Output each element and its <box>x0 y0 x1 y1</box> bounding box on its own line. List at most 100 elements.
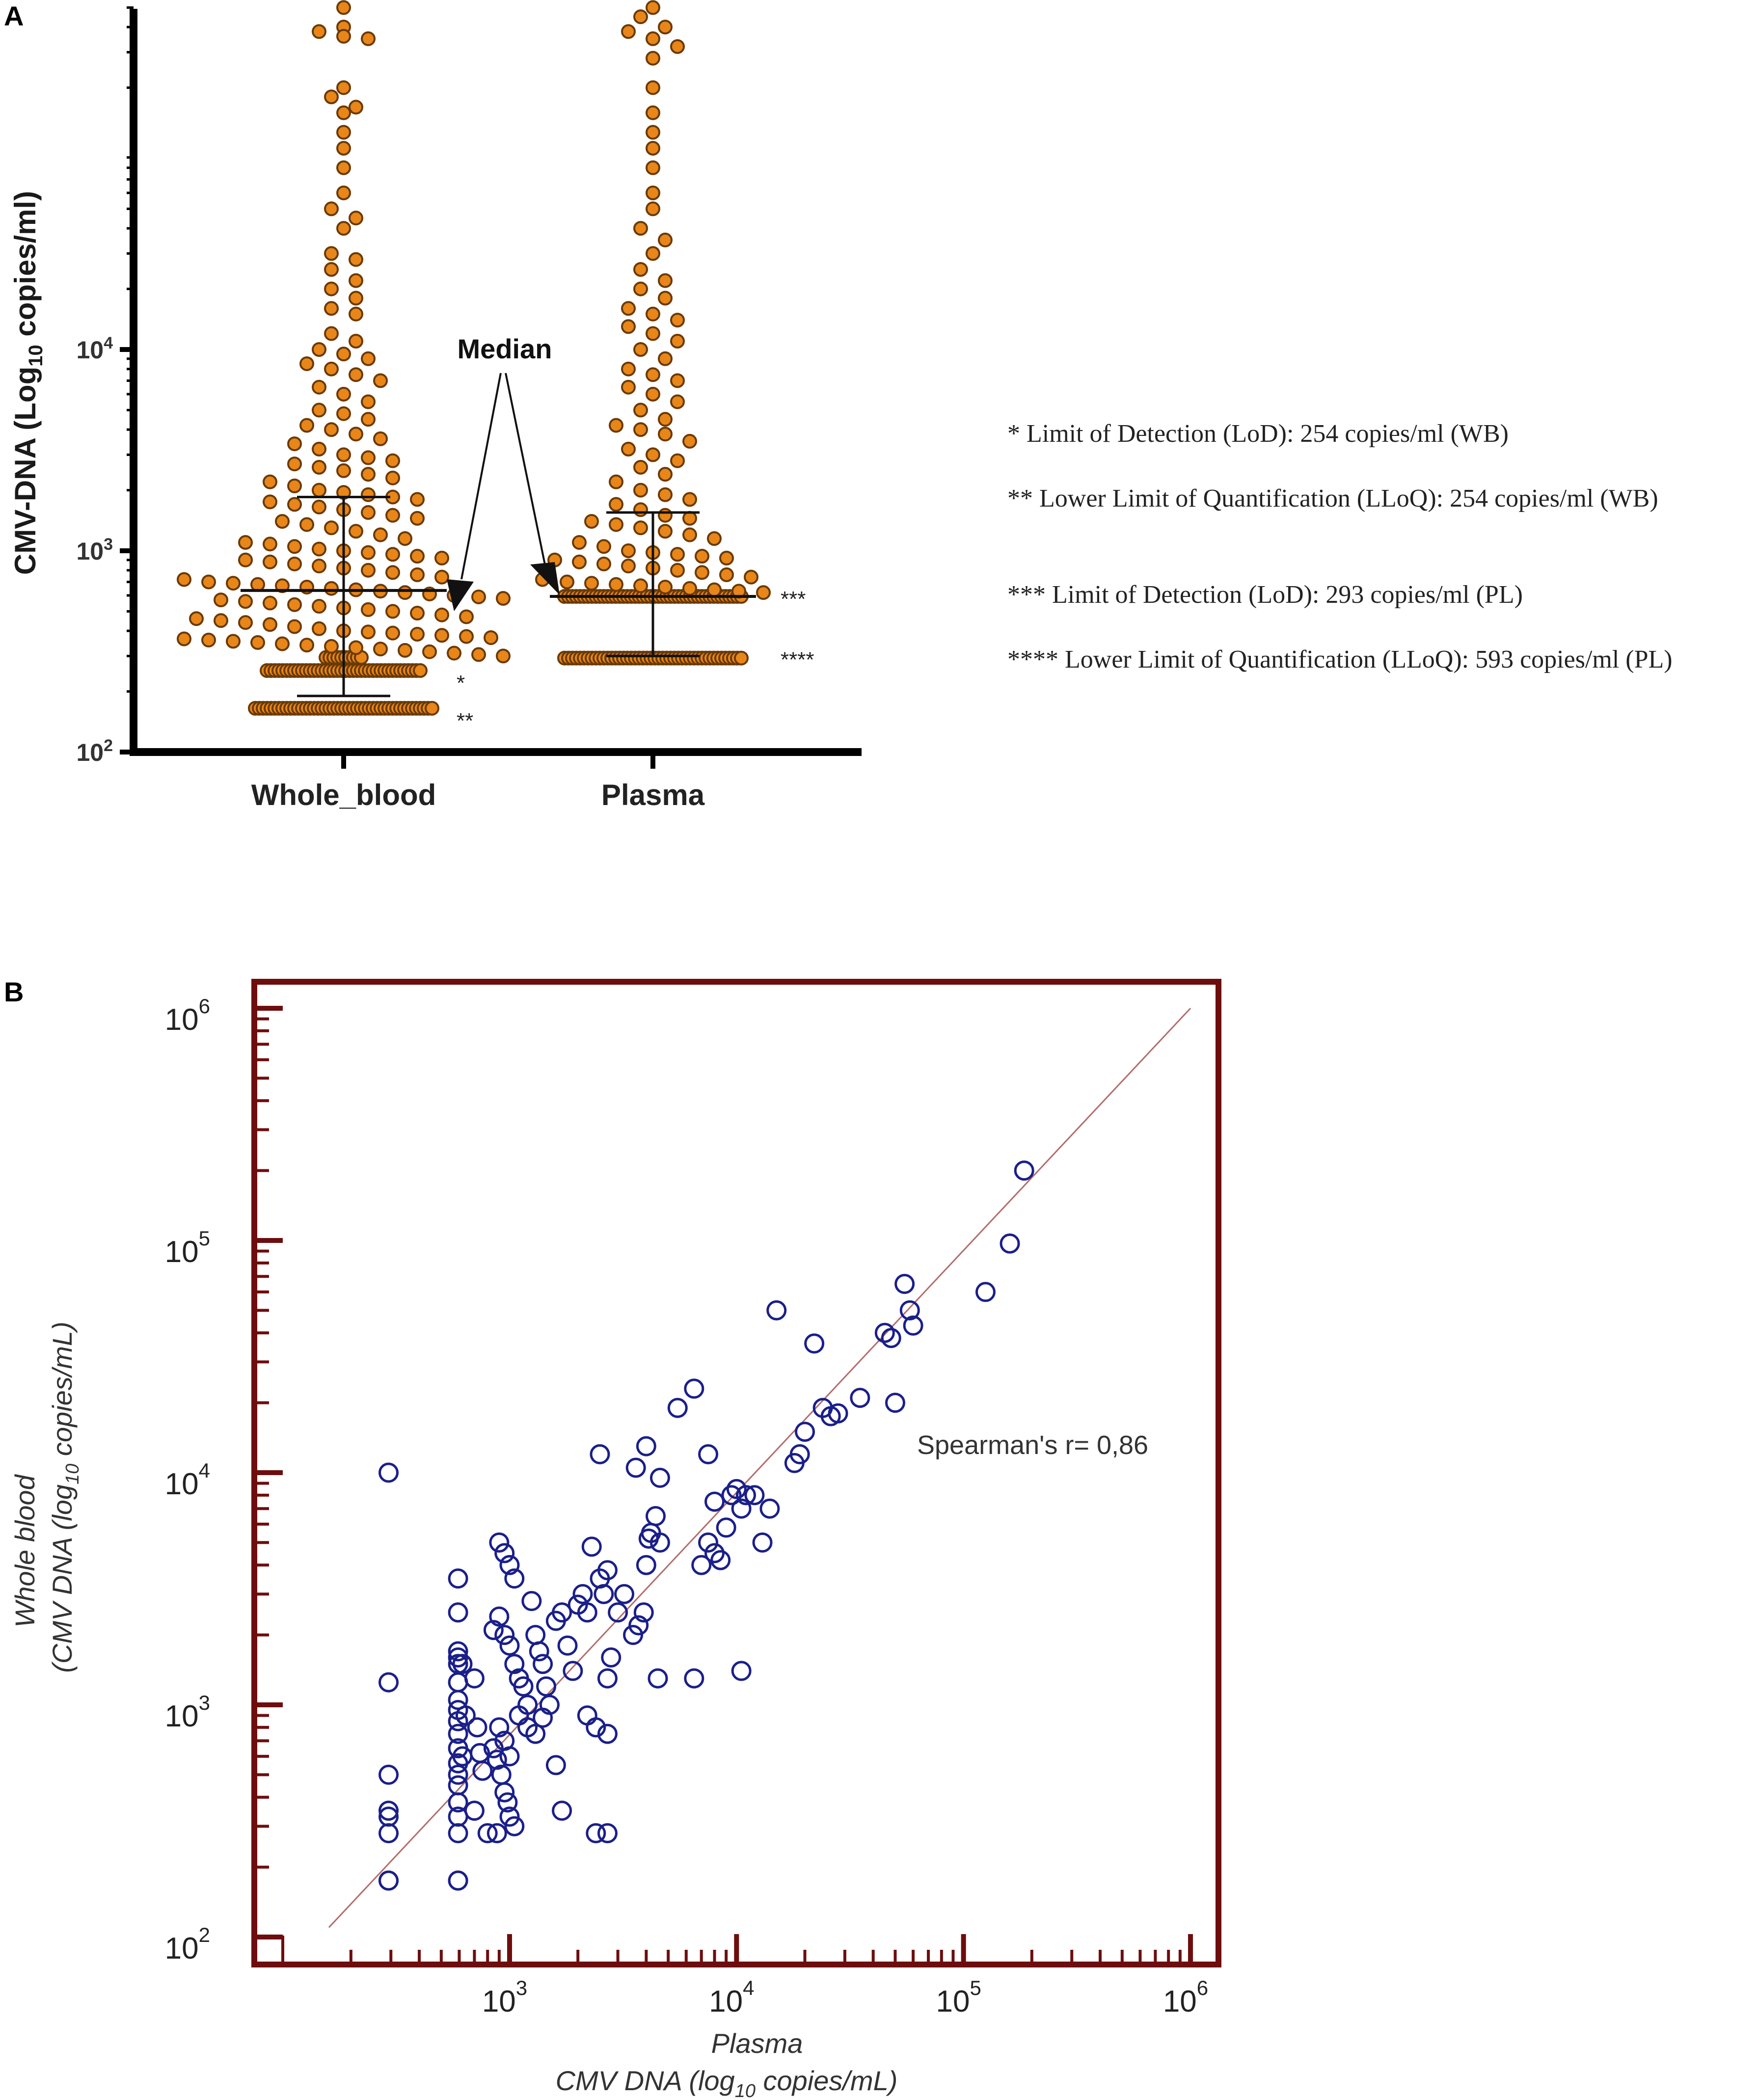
panel-a-data-point <box>361 450 376 465</box>
panel-a-data-point <box>312 379 326 395</box>
panel-b-data-point <box>881 1328 901 1348</box>
panel-a-data-point <box>425 700 439 716</box>
panel-a-data-point <box>658 524 673 539</box>
panel-a-note: * Limit of Detection (LoD): 254 copies/m… <box>1007 420 1509 448</box>
panel-b-data-point <box>448 1690 468 1710</box>
panel-a-data-point <box>238 615 253 630</box>
panel-a-data-point <box>633 281 648 296</box>
panel-a-data-point <box>719 550 734 565</box>
panel-b-data-point <box>378 1764 399 1785</box>
panel-a-data-point <box>336 447 351 462</box>
panel-b-data-point <box>504 1568 525 1589</box>
panel-a-data-point <box>324 301 339 316</box>
panel-a-data-point <box>201 632 216 647</box>
panel-a-data-point <box>633 459 648 475</box>
panel-b-data-point <box>448 1870 468 1891</box>
panel-b-data-point <box>795 1422 815 1442</box>
panel-a-y-axis-label: CMV-DNA (Log10 copies/ml) <box>9 191 47 575</box>
panel-b-data-point <box>789 1444 810 1465</box>
panel-a-data-point <box>349 427 363 442</box>
panel-a-data-point <box>287 597 302 612</box>
panel-a-median-arrowhead <box>447 579 474 611</box>
panel-a-data-point <box>609 418 623 433</box>
panel-a-data-point <box>177 631 191 646</box>
panel-a-data-point <box>275 578 290 593</box>
panel-a-lod-marker: * <box>457 671 465 695</box>
panel-a-data-point <box>373 431 388 446</box>
panel-b-data-point <box>513 1676 534 1697</box>
panel-a-series-whole_blood: *** <box>177 0 511 733</box>
panel-b-data-point <box>645 1506 666 1526</box>
panel-a-data-point <box>756 585 771 600</box>
panel-a-data-point <box>744 569 758 585</box>
panel-a-data-point <box>434 550 449 565</box>
panel-a-data-point <box>336 28 351 44</box>
panel-b-fit-line <box>328 1007 1191 1928</box>
panel-b: B 102 103 104 105 106 103 104 105 106 Spearman's r… <box>4 976 1221 2100</box>
panel-a-data-point <box>621 441 636 457</box>
panel-a-data-point <box>336 185 351 200</box>
panel-a-data-point <box>633 262 648 277</box>
panel-a-data-point <box>410 549 425 564</box>
panel-b-data-point <box>378 1462 399 1483</box>
panel-a-data-point <box>682 492 697 507</box>
panel-a-data-point <box>324 246 339 261</box>
panel-a-data-point <box>707 582 722 597</box>
panel-a-data-point <box>214 592 228 608</box>
panel-b-data-point <box>874 1322 895 1343</box>
panel-a-data-point <box>646 246 660 261</box>
panel-b-data-point <box>472 1760 493 1781</box>
panel-a-data-point <box>299 356 314 371</box>
panel-b-data-point <box>721 1485 742 1506</box>
panel-a-data-point <box>177 572 191 587</box>
panel-a-data-point <box>609 517 623 532</box>
panel-b-data-point <box>766 1300 787 1320</box>
panel-a-data-point <box>361 545 376 560</box>
panel-b-data-point <box>636 1436 656 1456</box>
panel-a-data-point <box>361 31 376 46</box>
panel-b-data-point <box>636 1555 656 1575</box>
panel-a-data-point <box>324 201 339 216</box>
panel-a-data-point <box>621 559 636 574</box>
panel-a-data-point <box>361 467 376 482</box>
panel-a-data-point <box>373 373 388 388</box>
panel-b-data-point <box>378 1823 399 1843</box>
panel-a-median-annotation: Median <box>447 333 560 611</box>
panel-a-data-point <box>361 624 376 640</box>
panel-a-data-point <box>324 520 339 536</box>
panel-b-data-point <box>594 1584 614 1604</box>
panel-a-data-point <box>633 342 648 357</box>
panel-b-data-point <box>648 1668 668 1689</box>
panel-b-data-point <box>378 1801 399 1821</box>
panel-b-data-point <box>759 1498 780 1519</box>
panel-b-data-point <box>572 1584 593 1604</box>
panel-a-data-point <box>646 185 660 200</box>
panel-b-data-point <box>577 1705 597 1726</box>
panel-a-data-point <box>734 650 749 666</box>
panel-a-series-plasma: ******* <box>535 0 814 672</box>
panel-a-data-point <box>312 459 326 475</box>
panel-a-category-label: Plasma <box>601 779 705 811</box>
panel-b-data-point <box>691 1555 712 1575</box>
panel-a-data-point <box>646 31 660 46</box>
panel-a-data-point <box>609 497 623 512</box>
panel-b-data-point <box>499 1746 520 1767</box>
panel-a-data-point <box>646 141 660 156</box>
panel-b-data-point <box>735 1485 756 1506</box>
panel-a-data-point <box>361 487 376 502</box>
panel-a-data-point <box>373 527 388 542</box>
panel-a-data-point <box>398 585 412 600</box>
panel-a-data-point <box>287 539 302 554</box>
panel-a-data-point <box>695 549 709 564</box>
panel-a-data-point <box>695 565 709 580</box>
panel-a-data-point <box>633 578 648 593</box>
panel-a-data-point <box>496 648 511 664</box>
panel-b-data-point <box>684 1668 704 1689</box>
panel-b-data-point <box>581 1536 602 1557</box>
panel-b-data-point <box>487 1750 507 1770</box>
panel-a-data-point <box>596 539 611 554</box>
panel-b-data-point <box>850 1388 870 1408</box>
panel-a-data-point <box>324 262 339 277</box>
panel-a-data-point <box>336 80 351 95</box>
